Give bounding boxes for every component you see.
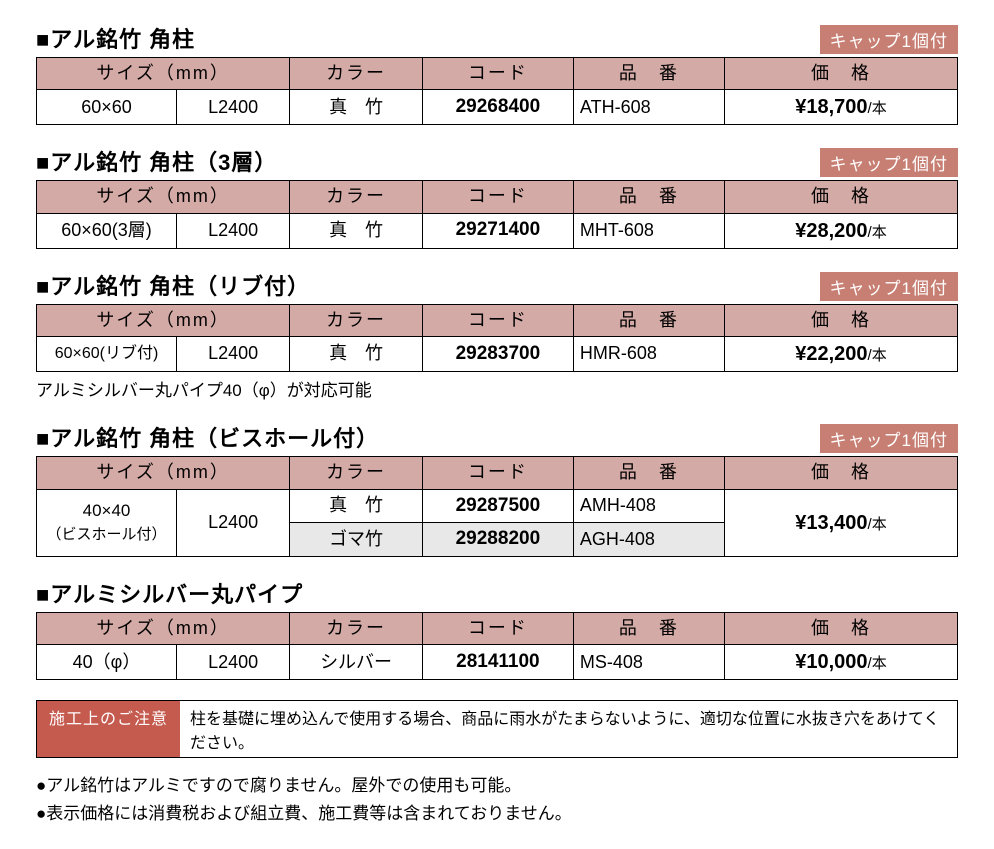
cell-size2: L2400 [176,489,289,556]
cell-part: AGH-408 [573,523,724,557]
section-kakuchu-3layer: ■アル銘竹 角柱（3層） キャップ1個付 サイズ（mm） カラー コード 品 番… [36,145,958,248]
cap-badge: キャップ1個付 [820,25,958,54]
col-code: コード [422,58,573,90]
col-code: コード [422,181,573,213]
col-part: 品 番 [573,612,724,644]
col-price: 価 格 [724,304,957,336]
cell-color: 真 竹 [290,489,423,523]
cell-size1: 60×60(リブ付) [37,337,177,372]
section-title: ■アル銘竹 角柱（3層） [36,145,277,177]
cell-size2: L2400 [176,213,289,248]
cell-size2: L2400 [176,337,289,372]
cell-part: MHT-608 [573,213,724,248]
cell-part: AMH-408 [573,489,724,523]
col-size: サイズ（mm） [37,304,290,336]
caution-text: 柱を基礎に埋め込んで使用する場合、商品に雨水がたまらないように、適切な位置に水抜… [180,701,957,757]
cell-code: 29288200 [422,523,573,557]
cell-price: ¥13,400/本 [724,489,957,556]
cell-color: 真 竹 [290,213,423,248]
col-color: カラー [290,612,423,644]
cell-size2: L2400 [176,645,289,680]
col-part: 品 番 [573,457,724,489]
cell-size1: 60×60(3層) [37,213,177,248]
cell-price: ¥22,200/本 [724,337,957,372]
col-color: カラー [290,457,423,489]
col-color: カラー [290,181,423,213]
cell-price: ¥28,200/本 [724,213,957,248]
cell-size1: 40×40 （ビスホール付） [37,489,177,556]
col-price: 価 格 [724,457,957,489]
cell-color: 真 竹 [290,337,423,372]
product-table: サイズ（mm） カラー コード 品 番 価 格 60×60(リブ付) L2400… [36,304,958,372]
section-title: ■アルミシルバー丸パイプ [36,577,303,609]
cell-price: ¥18,700/本 [724,90,957,125]
section-kakuchu-bishole: ■アル銘竹 角柱（ビスホール付） キャップ1個付 サイズ（mm） カラー コード… [36,421,958,557]
section-title: ■アル銘竹 角柱（リブ付） [36,269,310,301]
col-price: 価 格 [724,612,957,644]
section-title: ■アル銘竹 角柱（ビスホール付） [36,421,379,453]
cell-size1: 60×60 [37,90,177,125]
col-price: 価 格 [724,58,957,90]
col-size: サイズ（mm） [37,457,290,489]
caution-label: 施工上のご注意 [37,701,180,757]
col-code: コード [422,304,573,336]
col-size: サイズ（mm） [37,612,290,644]
section-subnote: アルミシルバー丸パイプ40（φ）が対応可能 [36,376,958,401]
product-table: サイズ（mm） カラー コード 品 番 価 格 60×60(3層) L2400 … [36,180,958,248]
section-kakuchu-rib: ■アル銘竹 角柱（リブ付） キャップ1個付 サイズ（mm） カラー コード 品 … [36,269,958,401]
table-row: 60×60 L2400 真 竹 29268400 ATH-608 ¥18,700… [37,90,958,125]
cell-code: 29283700 [422,337,573,372]
table-row: 60×60(リブ付) L2400 真 竹 29283700 HMR-608 ¥2… [37,337,958,372]
cell-color: 真 竹 [290,90,423,125]
section-alumi-silver-pipe: ■アルミシルバー丸パイプ サイズ（mm） カラー コード 品 番 価 格 40（… [36,577,958,680]
cell-part: ATH-608 [573,90,724,125]
footer-notes: ●アル銘竹はアルミですので腐りません。屋外での使用も可能。 ●表示価格には消費税… [36,772,958,826]
cell-part: MS-408 [573,645,724,680]
col-color: カラー [290,304,423,336]
col-price: 価 格 [724,181,957,213]
note-line: ●表示価格には消費税および組立費、施工費等は含まれておりません。 [36,800,958,827]
product-table: サイズ（mm） カラー コード 品 番 価 格 40（φ） L2400 シルバー… [36,612,958,680]
note-line: ●アル銘竹はアルミですので腐りません。屋外での使用も可能。 [36,772,958,799]
col-size: サイズ（mm） [37,58,290,90]
col-part: 品 番 [573,58,724,90]
cell-size2: L2400 [176,90,289,125]
cell-price: ¥10,000/本 [724,645,957,680]
table-row: 40×40 （ビスホール付） L2400 真 竹 29287500 AMH-40… [37,489,958,523]
section-kakuchu: ■アル銘竹 角柱 キャップ1個付 サイズ（mm） カラー コード 品 番 価 格… [36,22,958,125]
cell-size1: 40（φ） [37,645,177,680]
cell-code: 28141100 [422,645,573,680]
cap-badge: キャップ1個付 [820,424,958,453]
col-part: 品 番 [573,304,724,336]
cell-color: ゴマ竹 [290,523,423,557]
col-code: コード [422,612,573,644]
product-table: サイズ（mm） カラー コード 品 番 価 格 40×40 （ビスホール付） L… [36,456,958,557]
col-size: サイズ（mm） [37,181,290,213]
col-code: コード [422,457,573,489]
cap-badge: キャップ1個付 [820,148,958,177]
col-color: カラー [290,58,423,90]
table-row: 40（φ） L2400 シルバー 28141100 MS-408 ¥10,000… [37,645,958,680]
section-title: ■アル銘竹 角柱 [36,22,195,54]
cap-badge: キャップ1個付 [820,272,958,301]
cell-color: シルバー [290,645,423,680]
table-row: 60×60(3層) L2400 真 竹 29271400 MHT-608 ¥28… [37,213,958,248]
cell-code: 29287500 [422,489,573,523]
caution-box: 施工上のご注意 柱を基礎に埋め込んで使用する場合、商品に雨水がたまらないように、… [36,700,958,758]
cell-code: 29268400 [422,90,573,125]
col-part: 品 番 [573,181,724,213]
product-table: サイズ（mm） カラー コード 品 番 価 格 60×60 L2400 真 竹 … [36,57,958,125]
cell-part: HMR-608 [573,337,724,372]
cell-code: 29271400 [422,213,573,248]
